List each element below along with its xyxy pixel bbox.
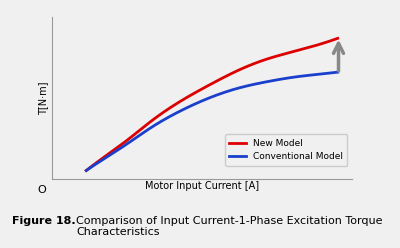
Conventional Model	[335, 71, 340, 74]
Line: Conventional Model: Conventional Model	[86, 72, 338, 171]
Legend: New Model, Conventional Model: New Model, Conventional Model	[225, 134, 348, 166]
New Model	[312, 44, 316, 47]
New Model	[234, 70, 238, 73]
Y-axis label: T[N·m]: T[N·m]	[38, 81, 48, 115]
Conventional Model	[312, 73, 316, 76]
New Model	[84, 169, 89, 172]
Line: New Model: New Model	[86, 38, 338, 171]
New Model	[335, 37, 340, 40]
Conventional Model	[84, 169, 89, 172]
Text: Comparison of Input Current-1-Phase Excitation Torque
Characteristics: Comparison of Input Current-1-Phase Exci…	[76, 216, 382, 237]
New Model	[296, 49, 300, 52]
Text: O: O	[37, 185, 46, 195]
New Model	[238, 68, 242, 71]
Text: Figure 18.: Figure 18.	[12, 216, 76, 226]
New Model	[233, 70, 238, 73]
Conventional Model	[238, 86, 242, 89]
Conventional Model	[296, 75, 300, 78]
Conventional Model	[85, 168, 90, 171]
Conventional Model	[234, 87, 238, 90]
Conventional Model	[233, 88, 238, 91]
New Model	[85, 168, 90, 171]
X-axis label: Motor Input Current [A]: Motor Input Current [A]	[145, 181, 259, 191]
